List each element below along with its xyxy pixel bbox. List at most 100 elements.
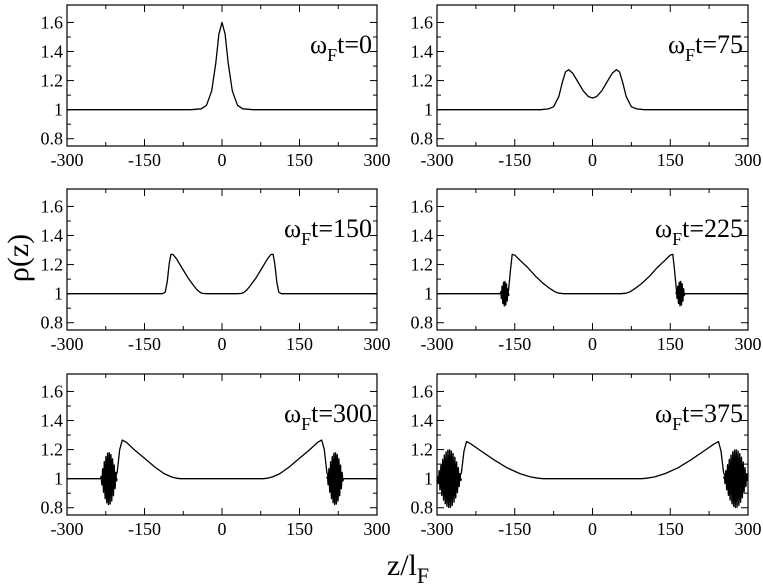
x-tick-label: 150 xyxy=(286,334,313,354)
y-tick-label: 1.6 xyxy=(41,381,64,401)
panel-label: ωFt=75 xyxy=(668,30,743,65)
panel-label: ωFt=375 xyxy=(655,399,743,434)
panel-label-time: t=150 xyxy=(311,214,372,243)
panel-6: -300 -150 0 150 300 0.8 1 1.2 1.4 1.6 ωFt=375 xyxy=(411,373,762,539)
panel-label-time: t=0 xyxy=(337,30,372,59)
x-tick-label: 300 xyxy=(364,334,391,354)
x-tick-label: 150 xyxy=(286,519,313,539)
y-tick-label: 1.2 xyxy=(411,71,434,91)
panel-label-omega: ω xyxy=(655,399,672,428)
density-curve xyxy=(437,253,748,295)
y-tick-label: 1.2 xyxy=(41,71,64,91)
panel-label: ωFt=225 xyxy=(655,214,743,249)
x-tick-label: 0 xyxy=(218,150,227,170)
panel-label-omega: ω xyxy=(310,30,327,59)
x-tick-label: -150 xyxy=(498,334,531,354)
x-tick-label: -150 xyxy=(128,519,161,539)
x-tick-label: -150 xyxy=(128,334,161,354)
y-tick-label: 0.8 xyxy=(411,313,434,333)
y-tick-label: 0.8 xyxy=(41,129,64,149)
panel-label-omega: ω xyxy=(284,399,301,428)
panel-frame xyxy=(66,188,378,331)
x-tick-label: 300 xyxy=(735,334,762,354)
panel-label-time: t=300 xyxy=(311,399,372,428)
x-tick-label: -150 xyxy=(498,150,531,170)
panel-label: ωFt=150 xyxy=(284,214,372,249)
y-tick-label: 1.4 xyxy=(411,226,434,246)
y-tick-label: 1.6 xyxy=(41,12,64,32)
x-tick-label: -300 xyxy=(51,334,84,354)
x-tick-label: -300 xyxy=(51,519,84,539)
panel-5: -300 -150 0 150 300 0.8 1 1.2 1.4 1.6 ωFt=300 xyxy=(41,373,391,539)
y-tick-label: 1.2 xyxy=(411,255,434,275)
x-tick-label: 150 xyxy=(657,334,684,354)
panel-2: -300 -150 0 150 300 0.8 1 1.2 1.4 1.6 ωFt=75 xyxy=(411,4,762,170)
x-tick-label: 150 xyxy=(657,519,684,539)
panel-label-subscript: F xyxy=(685,45,695,65)
panel-label-subscript: F xyxy=(672,229,682,249)
x-tick-label: -300 xyxy=(421,519,454,539)
panel-3: -300 -150 0 150 300 0.8 1 1.2 1.4 1.6 ωFt=150 xyxy=(41,188,391,354)
y-tick-label: 1.4 xyxy=(41,226,64,246)
oscillation-1 xyxy=(499,280,510,307)
panel-label-time: t=225 xyxy=(682,214,743,243)
panel-4: -300 -150 0 150 300 0.8 1 1.2 1.4 1.6 ωFt=225 xyxy=(411,188,762,354)
panel-label: ωFt=300 xyxy=(284,399,372,434)
x-tick-label: 300 xyxy=(364,150,391,170)
density-curve xyxy=(67,253,377,295)
panel-label-omega: ω xyxy=(668,30,685,59)
x-tick-label: 0 xyxy=(588,150,597,170)
y-tick-label: 1.4 xyxy=(41,411,64,431)
panel-label-subscript: F xyxy=(301,414,311,434)
x-tick-label: 0 xyxy=(588,334,597,354)
panel-frame xyxy=(66,4,378,147)
x-tick-label: -300 xyxy=(421,334,454,354)
x-tick-label: -300 xyxy=(421,150,454,170)
x-tick-label: 0 xyxy=(218,519,227,539)
x-tick-label: 150 xyxy=(657,150,684,170)
panel-label-time: t=375 xyxy=(682,399,743,428)
oscillation-1 xyxy=(100,451,118,506)
panel-label: ωFt=0 xyxy=(310,30,372,65)
x-tick-label: 0 xyxy=(588,519,597,539)
panel-label-subscript: F xyxy=(672,414,682,434)
y-tick-label: 1.2 xyxy=(41,255,64,275)
y-tick-label: 1 xyxy=(424,100,433,120)
y-tick-label: 1.6 xyxy=(411,381,434,401)
y-tick-label: 1 xyxy=(54,100,63,120)
y-tick-label: 1.6 xyxy=(411,196,434,216)
x-tick-label: 300 xyxy=(735,519,762,539)
panel-frame xyxy=(436,188,749,331)
x-axis-title-main: z/l xyxy=(387,549,417,582)
density-curve xyxy=(437,69,748,111)
y-tick-label: 1.2 xyxy=(41,440,64,460)
y-tick-label: 1 xyxy=(424,284,433,304)
density-curve xyxy=(67,21,377,111)
y-tick-label: 1.6 xyxy=(411,12,434,32)
panel-label-subscript: F xyxy=(301,229,311,249)
density-curve xyxy=(437,440,748,480)
y-tick-label: 0.8 xyxy=(411,498,434,518)
oscillation-1 xyxy=(436,449,462,509)
x-axis-title-subscript: F xyxy=(417,563,429,585)
panel-label-subscript: F xyxy=(327,45,337,65)
y-tick-label: 1.6 xyxy=(41,196,64,216)
x-tick-label: 300 xyxy=(735,150,762,170)
panel-label-time: t=75 xyxy=(695,30,743,59)
panel-1: -300 -150 0 150 300 0.8 1 1.2 1.4 1.6 ωFt=0 xyxy=(41,4,391,170)
x-axis-title: z/lF xyxy=(387,549,429,585)
x-tick-label: 0 xyxy=(218,334,227,354)
density-curve xyxy=(67,439,377,480)
y-tick-label: 1.4 xyxy=(41,42,64,62)
y-tick-label: 1 xyxy=(424,469,433,489)
x-tick-label: 150 xyxy=(286,150,313,170)
y-tick-label: 0.8 xyxy=(41,498,64,518)
oscillation-2 xyxy=(675,280,686,307)
y-axis-title: ρ(z) xyxy=(2,234,35,282)
y-tick-label: 1 xyxy=(54,284,63,304)
x-tick-label: -150 xyxy=(128,150,161,170)
y-tick-label: 0.8 xyxy=(411,129,434,149)
panel-label-omega: ω xyxy=(284,214,301,243)
